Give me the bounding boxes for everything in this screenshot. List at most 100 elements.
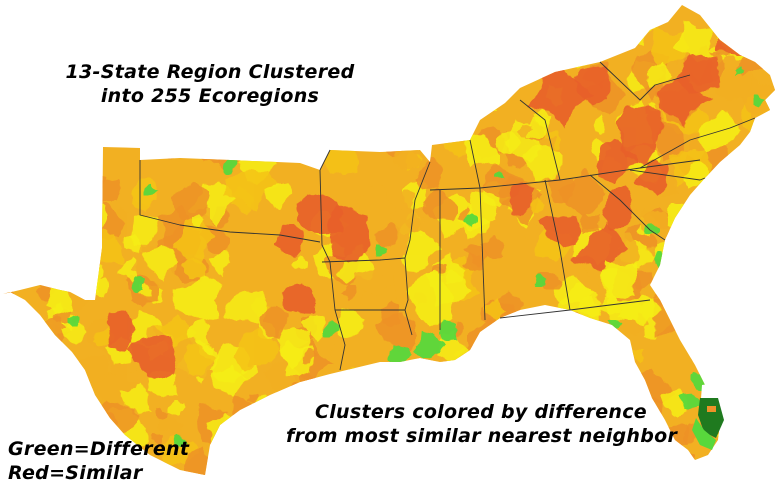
cluster-patch [253,8,281,35]
cluster-patch [137,283,152,297]
cluster-patch [590,458,626,475]
cluster-patch [572,332,587,349]
cluster-patch [685,310,702,327]
cluster-patch [273,328,311,368]
cluster-patch [36,188,70,225]
cluster-patch [44,347,79,390]
cluster-patch [545,312,590,349]
different-cluster-patch [534,274,547,287]
cluster-patch [452,91,487,121]
cluster-patch [748,269,775,318]
cluster-patch [529,198,545,216]
state-border-line [469,139,481,189]
cluster-patch [743,307,760,322]
cluster-patch [3,357,22,395]
cluster-patch [314,17,336,42]
state-border-line [639,117,756,169]
cluster-patch [580,213,601,236]
state-border-line [404,161,431,336]
cluster-patch [423,35,444,56]
cluster-patch [737,312,775,350]
cluster-patch [773,99,775,114]
cluster-patch [89,125,105,145]
state-border-line [519,99,561,181]
cluster-patch [331,344,345,359]
cluster-patch [470,87,496,115]
cluster-patch [439,480,452,492]
cluster-patch [57,123,81,148]
cluster-patch [520,146,561,182]
similar-cluster-patch [574,64,609,106]
cluster-patch [118,255,138,283]
different-cluster-patch [735,64,745,76]
cluster-patch [59,259,102,295]
cluster-patch [396,34,409,46]
cluster-patch [747,297,760,310]
light-cluster-patch [683,324,714,357]
different-cluster-patch [494,170,505,179]
cluster-patch [3,151,13,172]
cluster-patch [360,102,388,130]
cluster-patch [451,374,470,398]
cluster-patch [694,324,716,341]
cluster-patch [207,251,231,276]
cluster-patch [325,140,357,174]
cluster-patch [547,174,575,203]
cluster-patch [30,363,53,390]
florida-small-patch [707,406,716,412]
cluster-patch [66,171,87,187]
cluster-patch [717,234,744,264]
similar-cluster-patch [677,53,720,94]
similar-cluster-patch [282,282,316,313]
cluster-patch [517,123,533,137]
cluster-patch [507,12,545,41]
cluster-patch [62,169,106,218]
light-cluster-patch [211,364,249,397]
cluster-patch [302,314,325,342]
cluster-patch [10,384,38,418]
state-border-line [319,169,346,371]
different-cluster-patch [389,344,412,367]
cluster-patch [275,114,297,140]
cluster-patch [557,355,594,389]
cluster-patch [292,112,322,139]
cluster-patch [301,467,327,475]
cluster-patch [505,6,545,37]
cluster-patch [482,20,507,53]
cluster-patch [159,23,191,59]
cluster-patch [225,169,279,210]
cluster-patch [27,147,38,161]
cluster-patch [100,400,140,437]
similar-cluster-patch [106,312,134,351]
cluster-patch [719,225,757,260]
light-cluster-patch [74,201,106,238]
cluster-patch [65,362,78,378]
cluster-patch [75,101,116,150]
cluster-patch [484,299,506,323]
cluster-patch [389,206,424,240]
cluster-patch [33,10,60,50]
cluster-patch [481,49,501,65]
similar-cluster-patch [508,183,535,217]
cluster-patch [704,176,726,204]
state-border-line [629,169,706,181]
cluster-patch [211,458,242,475]
cluster-patch [753,417,775,463]
cluster-patch [480,236,504,259]
cluster-patch [225,291,266,326]
different-cluster-patch [174,434,189,447]
cluster-patch [168,401,187,415]
cluster-patch [467,23,482,36]
light-cluster-patch [333,306,365,338]
cluster-patch [61,172,82,196]
cluster-patch [396,371,419,398]
cluster-patch [37,254,61,282]
cluster-patch [764,199,775,225]
cluster-patch [208,134,224,152]
cluster-patch [191,124,231,163]
cluster-patch [60,320,88,346]
cluster-patch [206,466,227,475]
cluster-patch [431,451,471,475]
cluster-patch [561,27,603,64]
cluster-patch [237,459,270,475]
